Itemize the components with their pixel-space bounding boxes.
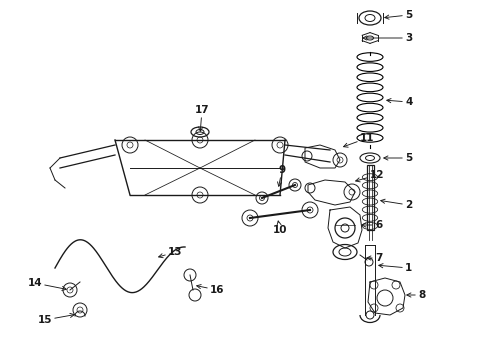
Text: 7: 7 (367, 253, 382, 263)
Text: 9: 9 (277, 165, 286, 186)
Text: 6: 6 (362, 220, 382, 230)
Text: 5: 5 (384, 153, 412, 163)
Text: 13: 13 (159, 247, 182, 258)
Text: 5: 5 (385, 10, 412, 20)
Text: 14: 14 (27, 278, 66, 291)
Bar (367, 165, 373, 230)
Text: 4: 4 (387, 97, 413, 107)
Text: 3: 3 (363, 33, 412, 43)
Text: 10: 10 (273, 221, 287, 235)
Text: 12: 12 (356, 170, 385, 182)
Text: 17: 17 (195, 105, 209, 131)
Text: 15: 15 (38, 313, 74, 325)
Text: 2: 2 (381, 199, 412, 210)
Text: 8: 8 (407, 290, 425, 300)
Text: 16: 16 (196, 284, 224, 295)
Text: 11: 11 (343, 133, 374, 147)
Text: 1: 1 (379, 263, 412, 273)
